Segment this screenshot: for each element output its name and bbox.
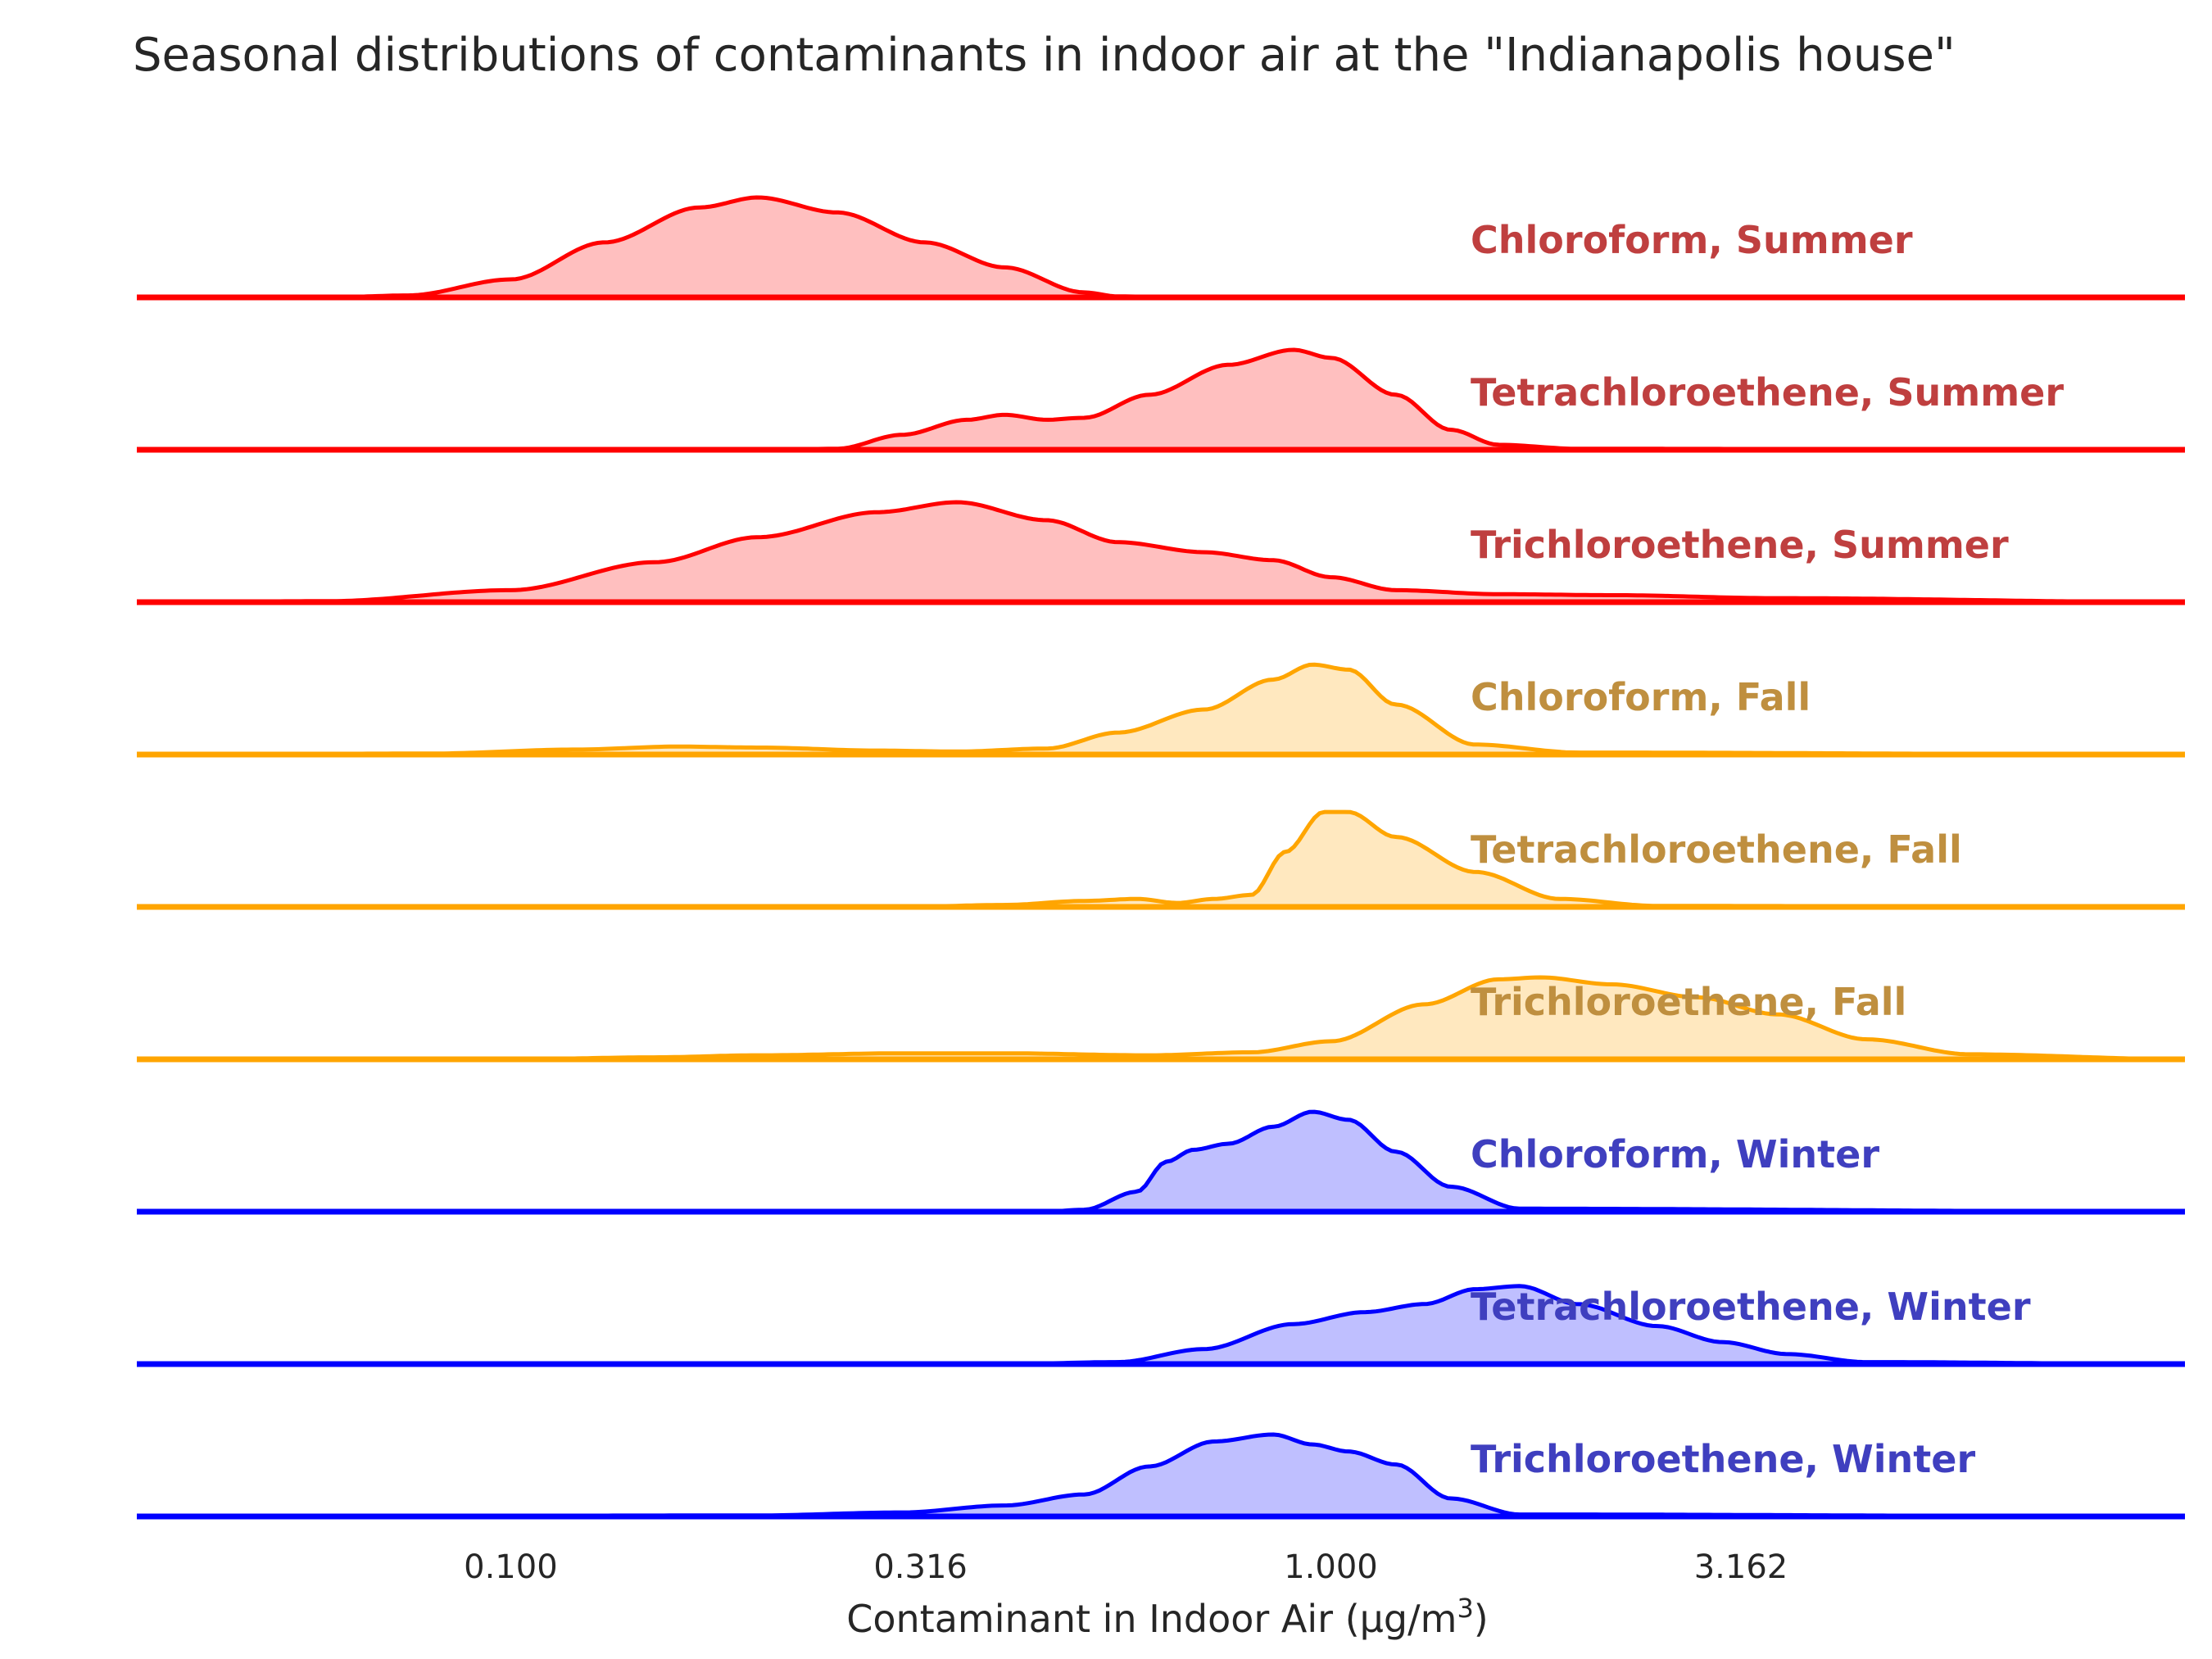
ridge-trichloroethene-fall: Trichloroethene, Fall [137,975,2185,1063]
ridge-curve [137,500,2185,605]
ridge-chloroform-winter: Chloroform, Winter [137,1109,2185,1215]
ridge-area [137,502,2185,602]
series-label: Tetrachloroethene, Fall [1471,827,1962,872]
ridges-group: Chloroform, Summer Tetrachloroethene, Sum… [137,195,2185,1520]
ridge-area [137,1435,2185,1516]
ridge-area [137,197,2185,297]
series-label: Trichloroethene, Winter [1471,1437,1975,1481]
ridge-area [137,350,2185,450]
x-tick-label: 0.100 [464,1548,558,1586]
series-label: Tetrachloroethene, Summer [1471,370,2064,415]
x-tick-label: 0.316 [873,1548,968,1586]
ridge-trichloroethene-winter: Trichloroethene, Winter [137,1432,2185,1520]
ridge-trichloroethene-summer: Trichloroethene, Summer [137,500,2185,605]
series-label: Chloroform, Winter [1471,1132,1879,1176]
ridge-tetrachloroethene-summer: Tetrachloroethene, Summer [137,347,2185,453]
x-tick-label: 1.000 [1284,1548,1378,1586]
ridge-tetrachloroethene-fall: Tetrachloroethene, Fall [137,809,2185,910]
series-label: Chloroform, Summer [1471,218,1913,262]
ridge-area [137,1112,2185,1212]
ridge-area [137,664,2185,755]
x-tick-label: 3.162 [1694,1548,1788,1586]
series-label: Trichloroethene, Summer [1471,523,2009,567]
ridge-chloroform-summer: Chloroform, Summer [137,195,2185,301]
ridge-tetrachloroethene-winter: Tetrachloroethene, Winter [137,1284,2185,1367]
series-label: Tetrachloroethene, Winter [1471,1285,2031,1329]
series-label: Trichloroethene, Fall [1471,980,1906,1024]
x-axis-label: Contaminant in Indoor Air (µg/m3) [846,1593,1489,1641]
ridge-area [137,977,2185,1059]
ridge-area [137,1285,2185,1364]
x-axis-ticks: 0.100 0.316 1.000 3.162 [464,1548,1788,1586]
chart-title: Seasonal distributions of contaminants i… [133,29,1956,82]
ridge-chloroform-fall: Chloroform, Fall [137,662,2185,758]
series-label: Chloroform, Fall [1471,675,1811,719]
